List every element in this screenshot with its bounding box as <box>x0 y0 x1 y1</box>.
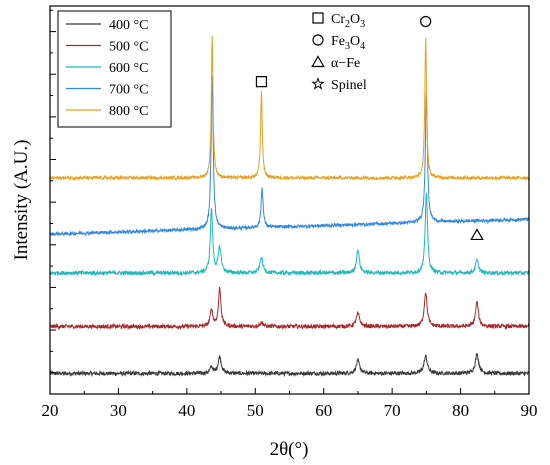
phase-legend-label: Fe3O4 <box>331 34 365 52</box>
phase-legend-label: Cr2O3 <box>331 12 365 30</box>
phase-label-part: 2 <box>345 19 350 30</box>
circle-legend-marker <box>312 34 324 46</box>
phase-label-part: α−Fe <box>331 56 360 71</box>
x-tick-label: 60 <box>315 401 332 420</box>
phase-label-part: O <box>350 34 360 49</box>
phase-label-part: 3 <box>345 41 350 52</box>
axes: 20 30 40 50 60 70 80 90 <box>42 9 538 420</box>
phase-legend-label: Spinel <box>331 78 367 93</box>
phase-label-part: Cr <box>331 12 345 27</box>
series-legend: 400 °C 500 °C 600 °C 700 °C 800 °C <box>57 10 172 128</box>
square-peak-marker <box>255 76 268 88</box>
star-legend-marker <box>311 77 325 90</box>
phase-label-part: Spinel <box>331 78 367 93</box>
peak-annotations <box>255 15 484 241</box>
legend-box <box>57 10 172 128</box>
x-tick-label: 30 <box>110 401 127 420</box>
legend-label: 500 °C <box>109 40 148 55</box>
triangle-peak-marker <box>470 228 484 241</box>
y-axis-label: Intensity (A.U.) <box>11 140 32 261</box>
legend-label: 800 °C <box>109 104 148 119</box>
phase-label-part: 3 <box>360 19 365 30</box>
x-tick-label: 90 <box>521 401 538 420</box>
x-tick-label: 20 <box>42 401 59 420</box>
x-tick-label: 70 <box>384 401 401 420</box>
legend-label: 700 °C <box>109 83 148 98</box>
series-line-4 <box>49 35 530 182</box>
series-layer <box>49 35 530 378</box>
legend-label: 400 °C <box>109 18 148 33</box>
legend-label: 600 °C <box>109 61 148 76</box>
phase-legend-label: α−Fe <box>331 56 360 71</box>
x-tick-label: 50 <box>247 401 264 420</box>
phase-label-part: O <box>350 12 360 27</box>
series-line-1 <box>49 286 530 331</box>
phase-label-part: Fe <box>331 34 345 49</box>
series-line-3 <box>49 76 530 237</box>
square-legend-marker <box>312 12 324 24</box>
series-line-2 <box>49 192 530 277</box>
triangle-legend-marker <box>311 55 325 68</box>
x-tick-label: 40 <box>178 401 195 420</box>
series-line-0 <box>49 353 530 378</box>
x-axis-label: 2θ(°) <box>270 439 309 460</box>
x-tick-label: 80 <box>452 401 469 420</box>
circle-peak-marker <box>420 15 432 28</box>
phase-label-part: 4 <box>360 41 365 52</box>
